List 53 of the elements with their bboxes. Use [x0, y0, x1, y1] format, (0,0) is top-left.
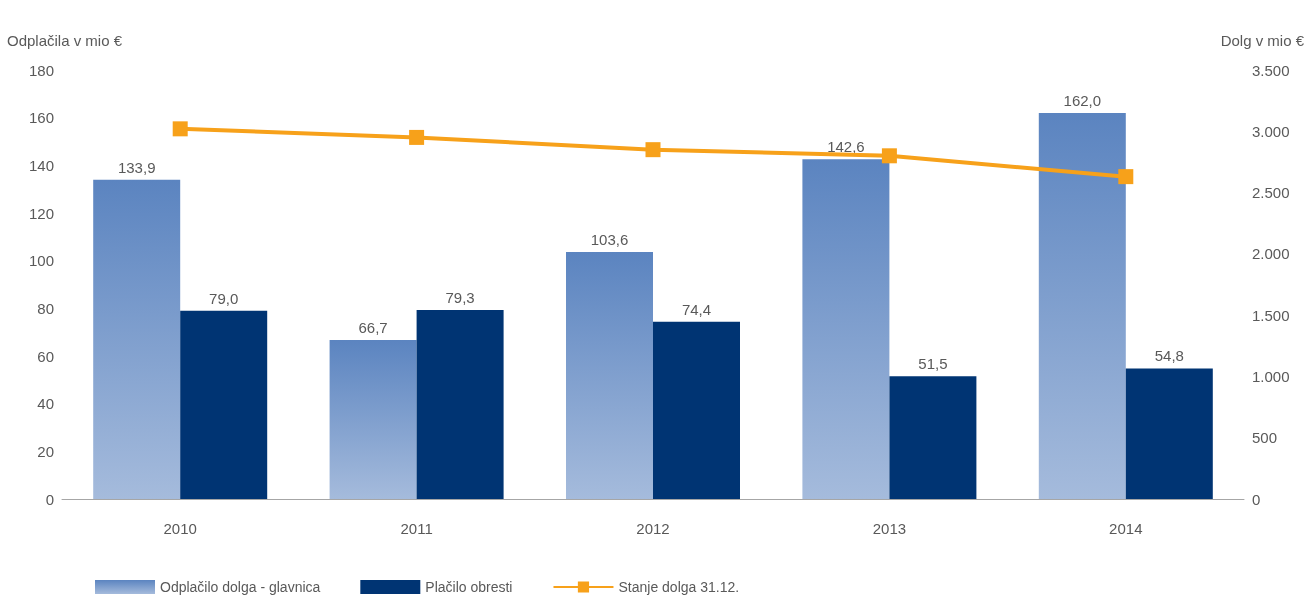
data-label: 142,6 [827, 138, 865, 156]
y-tick-label: 40 [37, 395, 54, 413]
bar [180, 310, 268, 499]
data-label: 66,7 [358, 319, 388, 337]
y2-tick-label: 2.000 [1252, 245, 1290, 263]
data-label: 162,0 [1063, 91, 1102, 109]
y2-tick-label: 1.500 [1252, 306, 1290, 324]
y2-tick-label: 3.500 [1252, 61, 1290, 79]
y2-tick-label: 0 [1252, 490, 1261, 508]
legend-label: Stanje dolga 31.12. [618, 579, 740, 595]
point [1118, 169, 1134, 185]
y-tick-label: 140 [28, 156, 54, 174]
y-tick-label: 60 [37, 347, 54, 365]
point [409, 129, 425, 145]
y-tick-label: 120 [28, 204, 54, 222]
data-label: 51,5 [918, 355, 948, 373]
y2-tick-label: 500 [1252, 429, 1278, 447]
bar [802, 159, 890, 499]
data-label: 54,8 [1154, 347, 1184, 365]
x-tick-label: 2012 [636, 520, 670, 537]
bar [93, 179, 181, 499]
bar [566, 252, 653, 499]
bar [653, 321, 740, 499]
y-tick-label: 0 [45, 490, 54, 508]
data-label: 74,4 [681, 300, 712, 318]
data-label: 133,9 [117, 158, 156, 176]
y-tick-label: 20 [37, 442, 54, 460]
bar [889, 376, 977, 499]
y2-tick-label: 1.000 [1252, 367, 1290, 385]
data-label: 103,6 [590, 231, 629, 249]
y-tick-label: 80 [37, 299, 54, 317]
data-label: 79,3 [445, 289, 475, 306]
x-tick-label: 2011 [400, 520, 433, 537]
bar [329, 340, 417, 499]
point [881, 148, 897, 164]
bar [1125, 368, 1213, 499]
x-tick-label: 2010 [163, 520, 197, 537]
x-tick-label: 2014 [1109, 520, 1143, 537]
bar [416, 310, 504, 499]
y-tick-label: 100 [28, 252, 54, 270]
data-label: 79,0 [209, 289, 239, 307]
y-tick-label: 180 [28, 61, 54, 79]
point [172, 121, 188, 137]
x-tick-label: 2013 [872, 520, 907, 537]
y-axis-title: Odplačila v mio € [7, 32, 123, 49]
y2-axis-title: Dolg v mio € [1220, 32, 1305, 49]
bar [1038, 112, 1126, 499]
point [645, 142, 661, 158]
legend-label: Plačilo obresti [425, 579, 513, 595]
legend-label: Odplačilo dolga - glavnica [160, 579, 321, 595]
y2-tick-label: 2.500 [1252, 184, 1290, 202]
y2-tick-label: 3.000 [1252, 122, 1290, 140]
y-tick-label: 160 [28, 109, 54, 127]
